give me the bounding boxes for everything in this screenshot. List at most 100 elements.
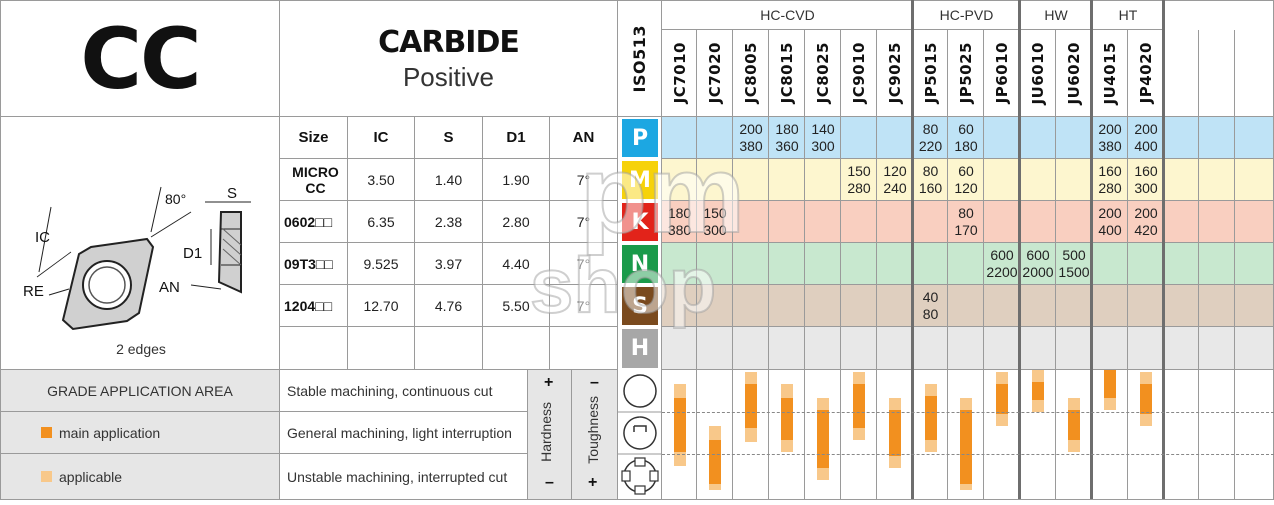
dim-cell: 5.50 xyxy=(483,285,550,327)
row-s xyxy=(662,285,1274,327)
row-n xyxy=(662,243,1274,285)
main-application-bar xyxy=(924,396,937,440)
dim-cell: 2.38 xyxy=(415,201,483,243)
product-code-cell: CC xyxy=(0,0,280,117)
dim-cell: 4.76 xyxy=(415,285,483,327)
grade-ju6020: JU6020 xyxy=(1056,30,1092,117)
edges-label: 2 edges xyxy=(116,341,166,357)
condition-divider xyxy=(662,412,1274,413)
material-title: CARBIDE xyxy=(378,24,520,60)
material-p: P xyxy=(618,117,662,159)
grid-line xyxy=(804,30,805,500)
material-m: M xyxy=(618,159,662,201)
label-s: S xyxy=(227,185,238,202)
applicable-bar xyxy=(1032,370,1044,382)
label-an: AN xyxy=(159,279,180,296)
size-cell: MICRO CC xyxy=(280,159,348,201)
group-divider xyxy=(911,0,914,500)
product-code: CC xyxy=(80,9,201,108)
group-header: HW xyxy=(1020,0,1092,30)
material-n: N xyxy=(618,243,662,285)
applicable-bar xyxy=(960,484,972,490)
row-h xyxy=(662,327,1274,370)
applicable-bar xyxy=(817,468,829,480)
speed-cell: 80 220 xyxy=(918,121,943,154)
applicable-bar xyxy=(673,452,686,466)
main-application-bar xyxy=(709,440,721,484)
applicable-bar xyxy=(889,398,901,410)
material-badge: P xyxy=(622,119,658,157)
speed-cell: 600 2000 xyxy=(1022,247,1054,280)
speed-cell: 200 400 xyxy=(1134,121,1158,154)
applicable-bar xyxy=(924,440,937,452)
label-ic: IC xyxy=(35,229,50,246)
grade-jc8015: JC8015 xyxy=(769,30,805,117)
grade-jc9010: JC9010 xyxy=(841,30,877,117)
applicable-bar xyxy=(889,456,901,468)
grade-jp4020: JP4020 xyxy=(1128,30,1164,117)
speed-cell: 180 360 xyxy=(775,121,799,154)
legend-applicable-label: applicable xyxy=(59,468,123,485)
grid-line xyxy=(1055,30,1056,500)
speed-cell: 200 400 xyxy=(1098,205,1122,238)
hardness-label: Hardness xyxy=(538,402,554,462)
speed-cell: 140 300 xyxy=(811,121,835,154)
legend-applicable-swatch xyxy=(41,471,52,482)
main-application-bar xyxy=(1140,384,1152,414)
grade-jp6010: JP6010 xyxy=(984,30,1020,117)
grid-line xyxy=(768,30,769,500)
applicable-bar xyxy=(709,426,721,440)
continuous-cut-icon xyxy=(623,374,657,408)
applicable-bar xyxy=(1140,414,1152,426)
dim-cell: 3.50 xyxy=(348,159,415,201)
speed-cell: 200 380 xyxy=(739,121,763,154)
applicable-bar xyxy=(1068,440,1080,452)
group-header: HC-CVD xyxy=(662,0,913,30)
material-s: S xyxy=(618,285,662,327)
main-application-bar xyxy=(853,384,865,428)
applicable-bar xyxy=(996,414,1008,426)
grade-ju4015: JU4015 xyxy=(1092,30,1128,117)
iso-label: ISO513 xyxy=(630,24,649,93)
application-icons xyxy=(618,370,662,500)
applicable-bar xyxy=(1140,372,1152,384)
toughness-plus: + xyxy=(588,474,598,491)
applicable-bar xyxy=(673,384,686,398)
applicable-bar xyxy=(1104,398,1116,410)
toughness-column: – Toughness + xyxy=(572,370,618,500)
grid-line xyxy=(696,30,697,500)
material-badge: S xyxy=(622,287,658,325)
group-divider xyxy=(1162,0,1165,500)
grade-jp5015: JP5015 xyxy=(913,30,948,117)
empty-header xyxy=(1199,0,1235,30)
grid-line xyxy=(661,0,662,500)
legend-main-swatch xyxy=(41,427,52,438)
applicable-bar xyxy=(853,428,865,440)
dim-cell: 7° xyxy=(550,159,618,201)
speed-cell: 160 300 xyxy=(1134,163,1158,196)
main-application-bar xyxy=(889,410,901,456)
legend-applicable-cell: applicable xyxy=(0,454,280,500)
material-cell: CARBIDE Positive xyxy=(280,0,618,117)
material-k: K xyxy=(618,201,662,243)
speed-cell: 180 380 xyxy=(667,205,692,238)
main-application-bar xyxy=(996,384,1008,414)
empty-cell xyxy=(550,327,618,370)
material-badge: M xyxy=(622,161,658,199)
material-badge: H xyxy=(622,329,658,368)
dim-cell: 1.40 xyxy=(415,159,483,201)
legend-main-label: main application xyxy=(59,424,161,441)
empty-cell xyxy=(280,327,348,370)
empty-header xyxy=(1164,0,1199,30)
main-application-bar xyxy=(817,410,829,468)
speed-cell: 600 2200 xyxy=(986,247,1018,280)
grade-jc9025: JC9025 xyxy=(877,30,913,117)
empty-cell xyxy=(415,327,483,370)
label-d1: D1 xyxy=(183,245,203,262)
speed-cell: 60 180 xyxy=(954,121,978,154)
angle-label: 80° xyxy=(165,191,187,207)
applicable-bar xyxy=(781,440,793,452)
speed-cell: 150 300 xyxy=(703,205,727,238)
condition-divider xyxy=(662,454,1274,455)
main-application-bar xyxy=(673,398,686,452)
